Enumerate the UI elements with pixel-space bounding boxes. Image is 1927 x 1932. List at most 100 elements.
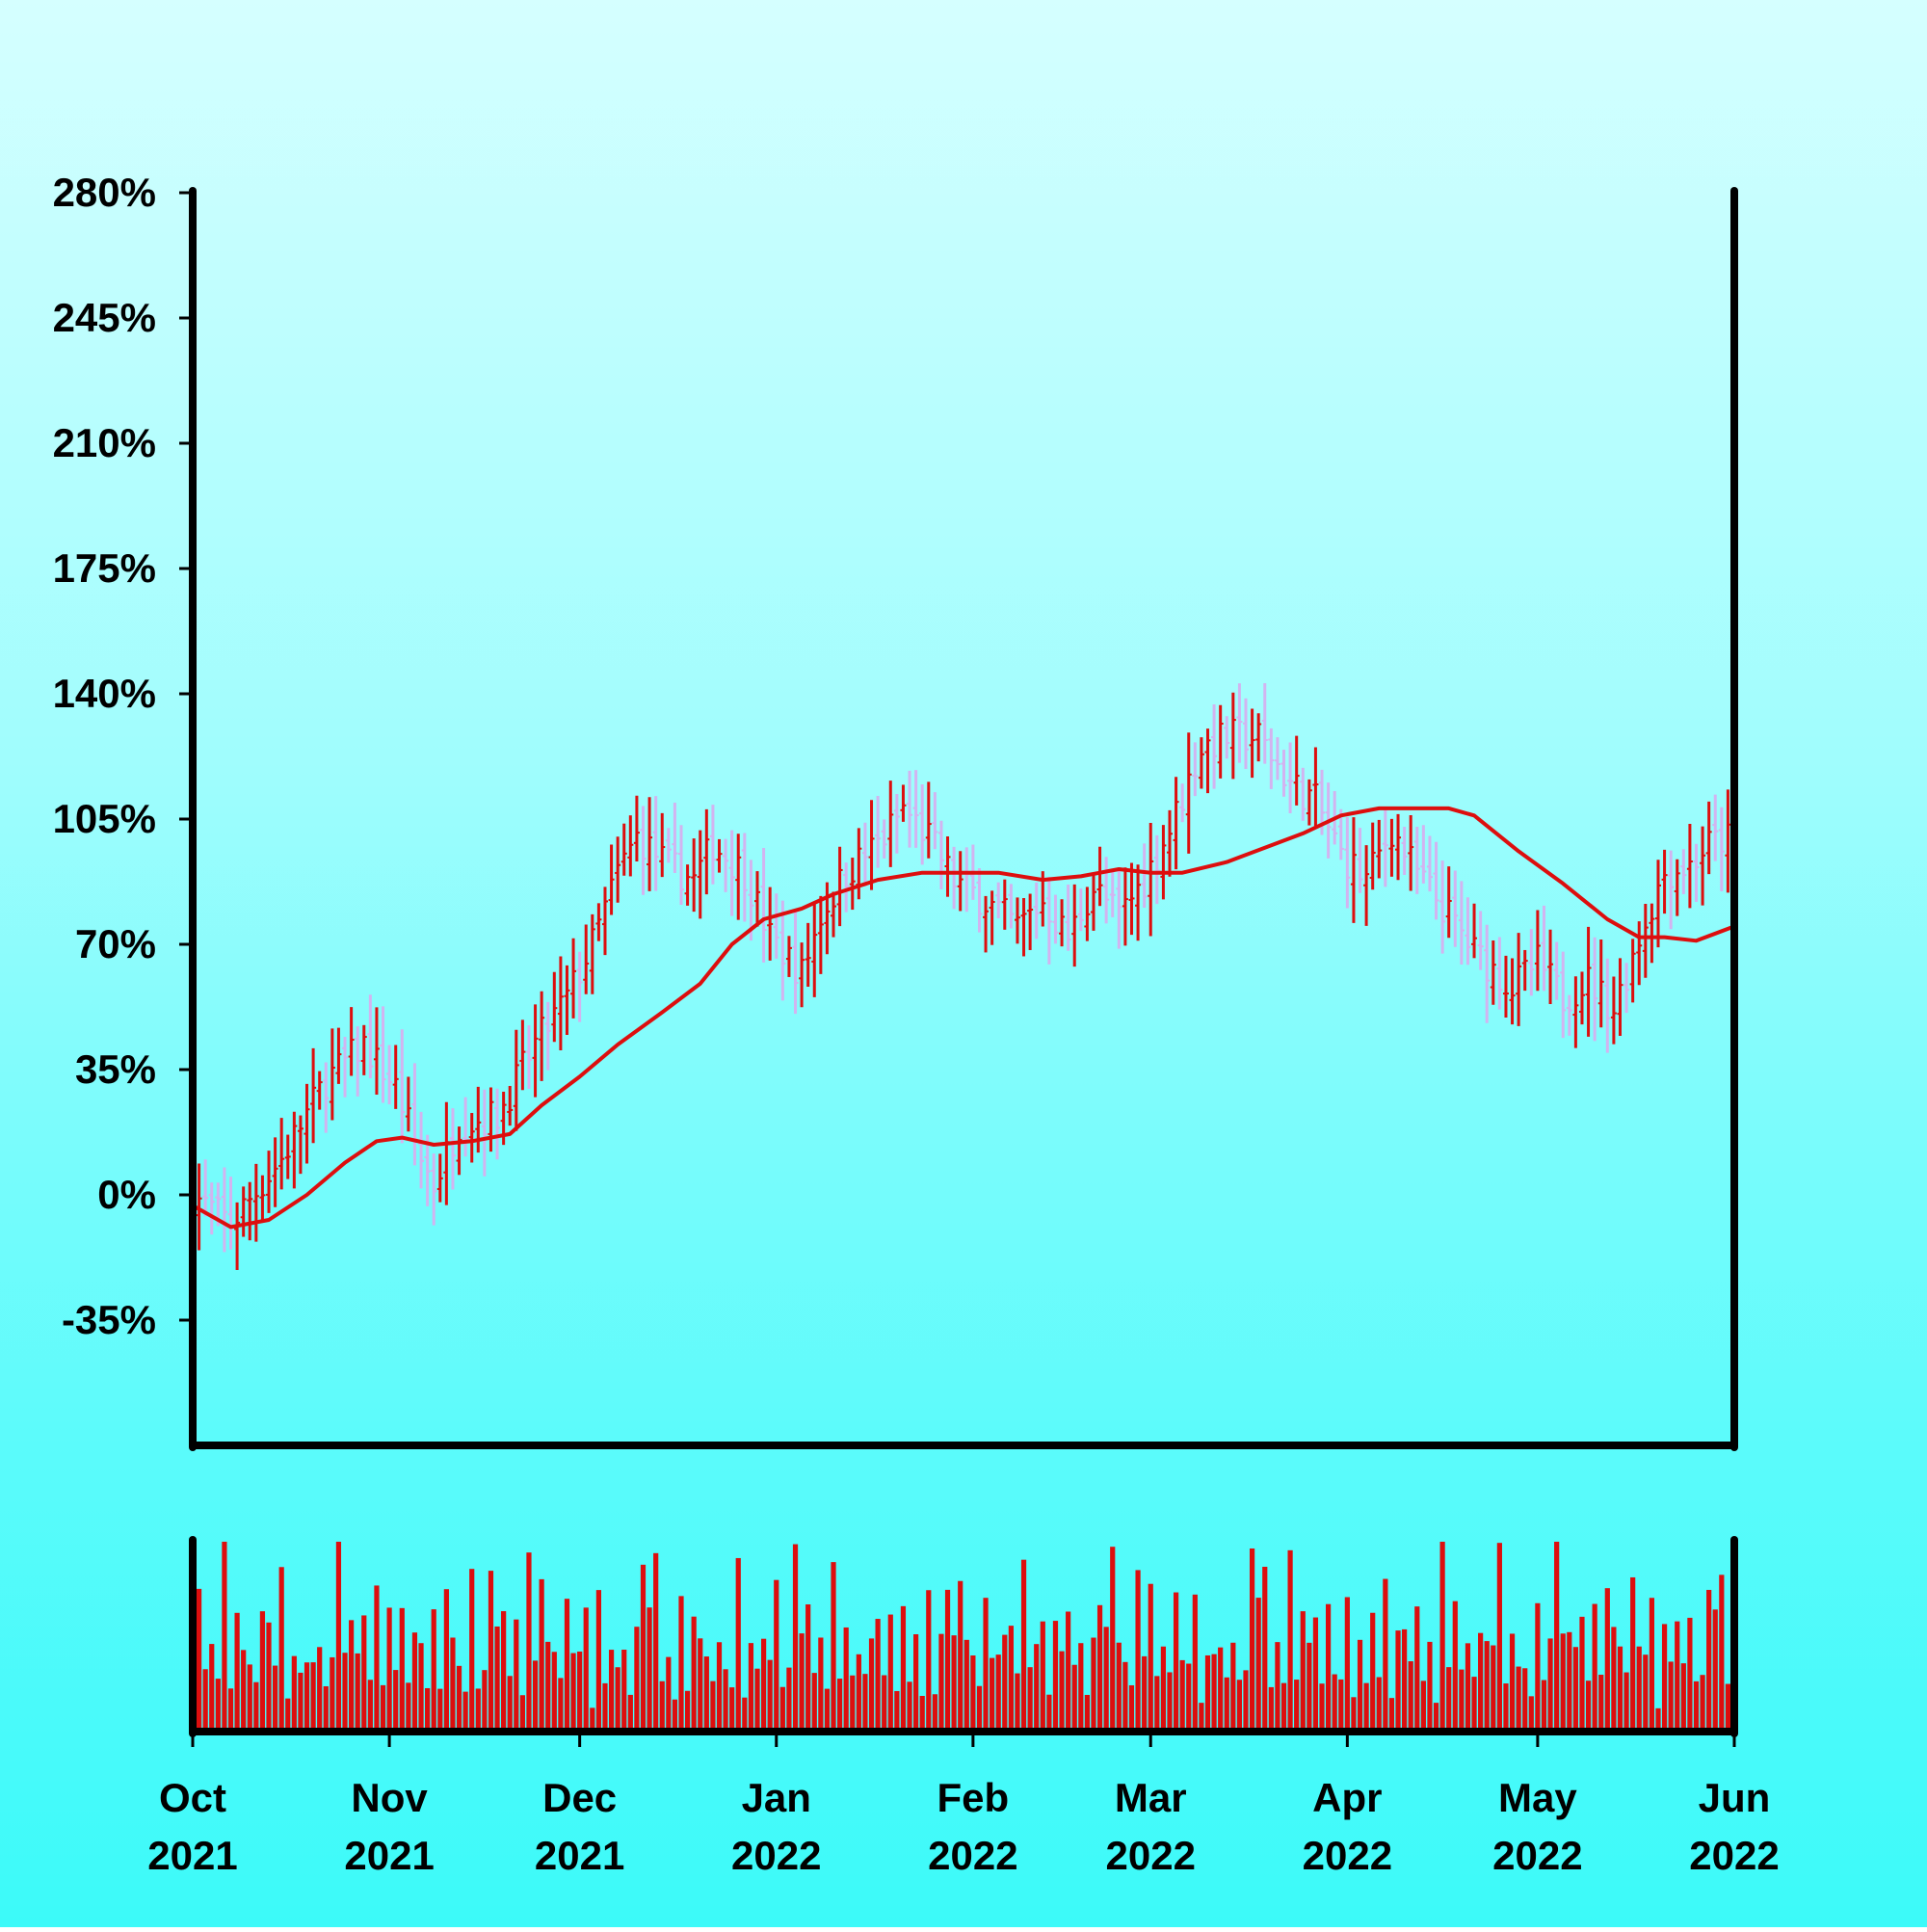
volume-bar — [1027, 1667, 1033, 1732]
ohlc-bar — [919, 784, 926, 865]
ohlc-bar — [551, 971, 558, 1043]
ohlc-bar — [1148, 823, 1154, 937]
volume-bar — [545, 1641, 551, 1732]
volume-bar — [475, 1688, 481, 1732]
volume-bar — [995, 1654, 1001, 1732]
ohlc-bar — [1439, 860, 1446, 954]
volume-bar — [729, 1687, 735, 1732]
volume-bar — [304, 1662, 310, 1732]
volume-bar — [1509, 1633, 1516, 1732]
volume-bar — [317, 1647, 323, 1732]
ohlc-bar — [507, 1085, 514, 1126]
ohlc-bar — [615, 836, 621, 903]
volume-bar — [1167, 1672, 1173, 1732]
ohlc-bar — [976, 868, 983, 933]
volume-bar — [837, 1679, 843, 1732]
ohlc-bar — [861, 822, 868, 887]
volume-bar — [272, 1665, 278, 1732]
volume-bar — [1567, 1631, 1572, 1732]
ohlc-bar — [1490, 940, 1496, 1005]
volume-bar — [1376, 1677, 1382, 1732]
volume-bar — [342, 1653, 348, 1732]
ohlc-bar — [1306, 779, 1312, 826]
volume-bar — [1332, 1674, 1337, 1732]
volume-bar — [247, 1664, 252, 1732]
volume-bar — [1224, 1677, 1229, 1732]
volume-bar — [1078, 1643, 1084, 1732]
ohlc-bar — [1547, 929, 1554, 1004]
volume-bar — [1135, 1570, 1141, 1732]
ohlc-bar — [773, 893, 779, 959]
volume-bar — [1148, 1583, 1153, 1732]
ohlc-bar — [728, 830, 735, 916]
ohlc-bar — [424, 1134, 431, 1206]
ohlc-bar — [799, 942, 805, 1008]
ohlc-bar — [983, 895, 990, 953]
volume-bar — [1287, 1549, 1293, 1732]
ohlc-bar — [1496, 937, 1503, 1010]
volume-bar — [868, 1638, 875, 1732]
volume-bar — [1015, 1673, 1020, 1732]
volume-bar — [932, 1694, 937, 1732]
volume-bar — [278, 1567, 284, 1732]
ohlc-bar — [824, 882, 831, 955]
y-tick-label: 35% — [75, 1046, 156, 1092]
volume-bar — [1066, 1611, 1071, 1732]
volume-bar — [1218, 1647, 1224, 1732]
ohlc-bar — [1001, 879, 1008, 930]
volume-bar — [938, 1633, 944, 1732]
volume-bar — [590, 1707, 595, 1732]
ohlc-bar — [304, 1083, 310, 1164]
ohlc-bars — [190, 683, 1737, 1270]
ohlc-bar — [907, 770, 913, 848]
volume-bar — [519, 1695, 525, 1732]
x-tick-label-month: Jun — [1699, 1775, 1771, 1820]
ohlc-bar — [1484, 924, 1491, 1023]
ohlc-bar — [475, 1086, 482, 1153]
y-tick-label: 0% — [97, 1172, 156, 1217]
volume-bar — [1459, 1669, 1465, 1732]
volume-bar — [1243, 1670, 1249, 1732]
volume-bar — [1541, 1680, 1547, 1732]
volume-bar — [209, 1644, 215, 1732]
volume-bar — [976, 1685, 983, 1732]
volume-bar — [374, 1585, 380, 1732]
volume-bar — [1249, 1548, 1255, 1732]
ohlc-bar — [532, 1004, 539, 1098]
ohlc-bar — [1160, 825, 1167, 900]
ohlc-bar — [741, 833, 748, 922]
ohlc-bar — [310, 1047, 317, 1144]
volume-bar — [887, 1614, 893, 1732]
volume-bar — [1255, 1598, 1261, 1732]
volume-bar — [1173, 1592, 1179, 1732]
ohlc-bar — [1458, 881, 1465, 966]
ohlc-bar — [1185, 732, 1192, 854]
y-tick-label: 140% — [53, 671, 156, 716]
ohlc-bar — [494, 1088, 501, 1160]
volume-bar — [1363, 1682, 1369, 1732]
ohlc-bar — [583, 924, 590, 994]
ohlc-bar — [1528, 929, 1535, 996]
ohlc-bar — [760, 847, 767, 963]
volume-bar — [1687, 1617, 1693, 1732]
ohlc-bar — [297, 1115, 304, 1175]
ohlc-bar — [399, 1029, 406, 1144]
ohlc-bar — [1376, 819, 1383, 879]
volume-bar — [1572, 1647, 1578, 1732]
ohlc-bar — [1350, 817, 1357, 923]
ohlc-bar — [805, 922, 811, 988]
ohlc-bar — [316, 1071, 323, 1110]
volume-bar — [831, 1562, 836, 1732]
volume-bar — [494, 1626, 500, 1732]
ohlc-bar — [360, 1024, 367, 1075]
ohlc-bar — [1128, 862, 1135, 936]
ohlc-bar — [735, 834, 742, 920]
ohlc-bar — [513, 1029, 519, 1131]
ohlc-bar — [1592, 937, 1598, 1042]
ohlc-bar — [1287, 742, 1294, 814]
volume-bar — [1700, 1675, 1705, 1732]
y-axis-ticks: 280% 245% 210% 175% 140% 105% 70% 35% 0% -35% — [53, 170, 193, 1342]
ohlc-bar — [1179, 783, 1186, 823]
ohlc-bar — [576, 951, 583, 1022]
